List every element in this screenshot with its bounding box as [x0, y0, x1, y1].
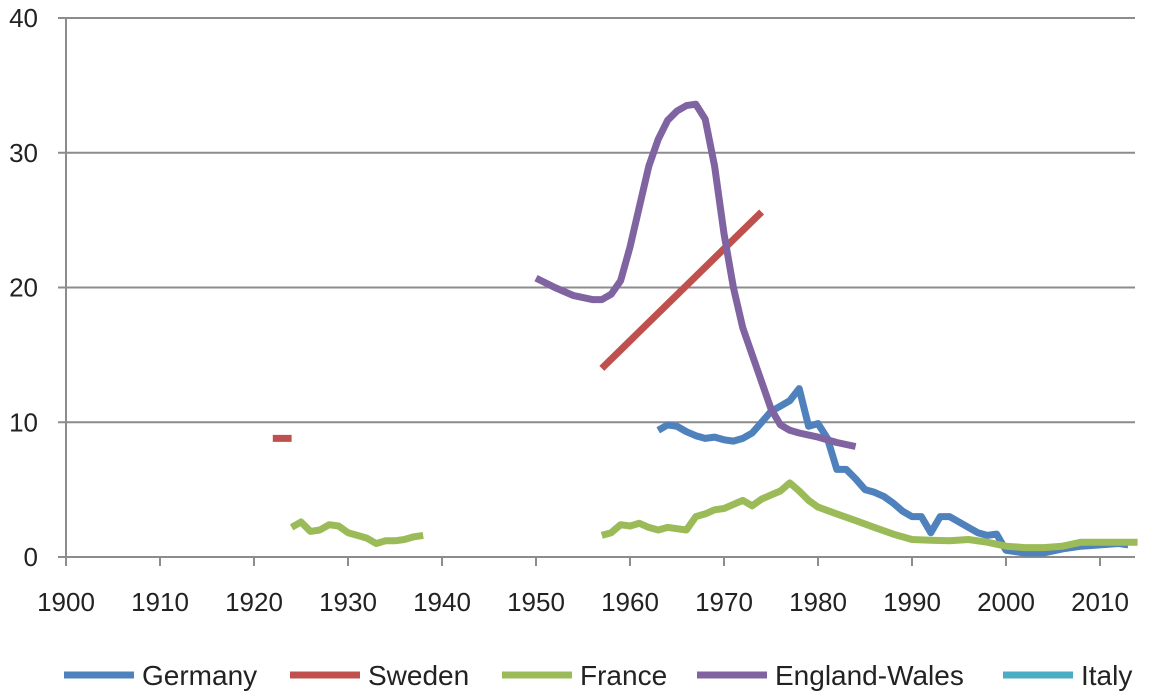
x-tick-label: 1940 [413, 587, 471, 617]
y-tick-label: 20 [9, 273, 38, 303]
legend-item-germany: Germany [64, 660, 257, 691]
legend-label: England-Wales [775, 660, 964, 691]
y-tick-label: 30 [9, 138, 38, 168]
legend-label: Italy [1081, 660, 1132, 691]
x-tick-label: 1950 [507, 587, 565, 617]
gridlines [66, 17, 1135, 424]
legend-item-italy: Italy [1003, 660, 1132, 691]
x-tick-label: 2000 [977, 587, 1035, 617]
y-tick-labels: 0 10 20 30 40 [9, 3, 38, 572]
legend-item-sweden: Sweden [290, 660, 469, 691]
x-tick-label: 1990 [883, 587, 941, 617]
series-line-france [289, 518, 424, 547]
x-tick-label: 1960 [601, 587, 659, 617]
legend-label: Germany [142, 660, 257, 691]
x-tick-label: 1910 [131, 587, 189, 617]
x-tick-label: 1900 [37, 587, 95, 617]
legend-item-france: France [502, 660, 667, 691]
y-tick-label: 40 [9, 3, 38, 33]
legend-label: Sweden [368, 660, 469, 691]
x-tick-label: 1980 [789, 587, 847, 617]
series-line-france [600, 479, 1138, 552]
series-line-germany [656, 385, 1129, 557]
x-tick-label: 1930 [319, 587, 377, 617]
x-tick-label: 2010 [1071, 587, 1129, 617]
y-tick-label: 0 [24, 542, 38, 572]
y-tick-label: 10 [9, 407, 38, 437]
series-line-sweden [599, 209, 765, 371]
x-tick-label: 1970 [695, 587, 753, 617]
legend: Germany Sweden France England-Wales Italy [64, 660, 1132, 691]
series-lines [272, 100, 1138, 557]
axes [58, 17, 1135, 566]
x-tick-labels: 1900 1910 1920 1930 1940 1950 1960 1970 1980 1990… [37, 587, 1129, 617]
legend-label: France [580, 660, 667, 691]
series-line-england-wales [534, 100, 857, 450]
legend-item-england-wales: England-Wales [697, 660, 964, 691]
x-tick-label: 1920 [225, 587, 283, 617]
